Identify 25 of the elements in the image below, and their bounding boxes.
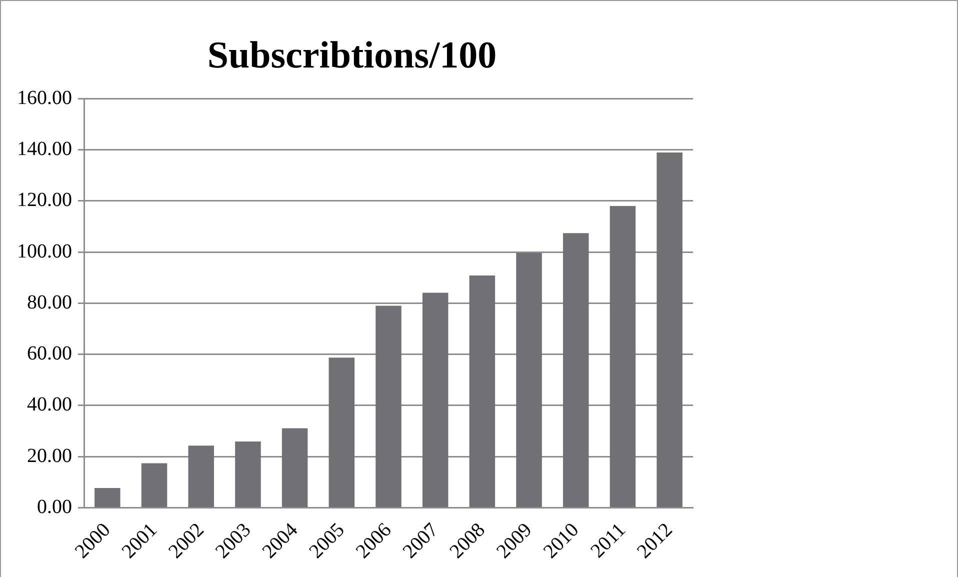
bar [516,253,542,507]
bar [656,152,682,507]
chart-title: Subscribtions/100 [207,34,497,77]
y-tick-label: 140.00 [17,138,72,160]
bar [610,206,636,507]
y-tick-label: 160.00 [17,86,72,109]
bar [282,428,308,507]
y-tick-label: 100.00 [17,240,72,262]
bar [563,233,589,507]
bar [188,446,214,507]
y-tick-label: 120.00 [17,189,72,212]
x-tick-label: 2001 [118,518,162,563]
bar [328,358,355,507]
bar [141,463,168,507]
bar [94,488,120,507]
bar [422,292,448,507]
bar [235,442,261,507]
y-tick-label: 80.00 [27,291,72,314]
bar [469,276,496,507]
x-tick-label: 2011 [586,518,630,562]
bar [376,306,402,507]
y-tick-label: 40.00 [27,394,72,416]
y-tick-label: 0.00 [37,496,72,518]
y-tick-label: 60.00 [27,342,72,365]
y-tick-label: 20.00 [27,444,72,467]
